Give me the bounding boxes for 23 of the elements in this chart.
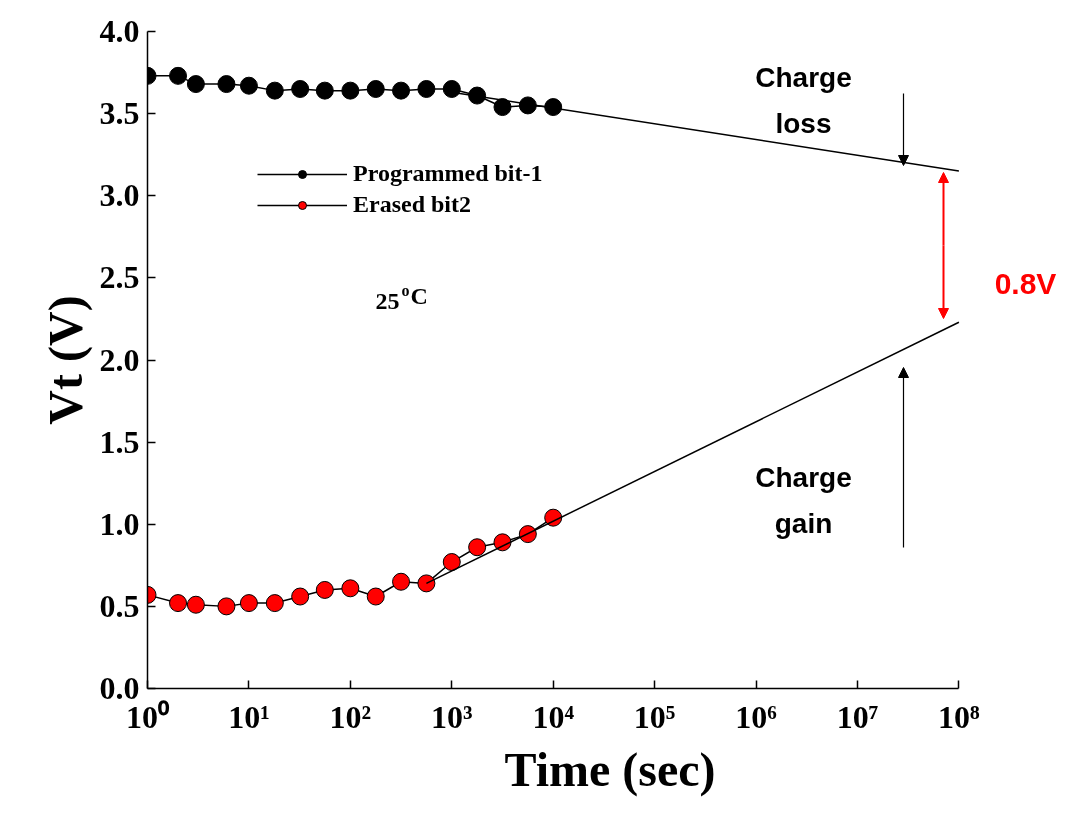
y-tick-label: 3.5 bbox=[99, 95, 140, 132]
x-tick-label: 10¹ bbox=[228, 698, 270, 735]
annotation: Charge gain bbox=[755, 461, 852, 540]
text: 0.8V bbox=[994, 267, 1057, 300]
x-tick-label: 10⁸ bbox=[938, 698, 981, 735]
y-tick-label: 4.0 bbox=[99, 13, 140, 49]
legend-label: Programmed bit-1 bbox=[353, 160, 543, 187]
y-tick-label: 2.5 bbox=[99, 259, 140, 296]
annotation: Charge loss bbox=[755, 61, 852, 140]
y-tick-label: 0.5 bbox=[99, 587, 140, 624]
x-tick-label: 10⁴ bbox=[532, 698, 575, 735]
x-tick-label: 10² bbox=[329, 698, 372, 735]
x-tick-label: 10⁶ bbox=[735, 698, 777, 735]
y-tick-label: 3.0 bbox=[99, 177, 140, 214]
x-tick-label: 10⁷ bbox=[836, 698, 879, 735]
x-axis-title: Time (sec) bbox=[504, 742, 716, 797]
y-tick-label: 2.0 bbox=[99, 341, 140, 378]
legend-label: Erased bit2 bbox=[353, 191, 472, 218]
y-tick-label: 1.5 bbox=[99, 423, 140, 460]
y-axis-title: Vt (V) bbox=[38, 295, 93, 425]
y-tick-label: 1.0 bbox=[99, 505, 140, 542]
x-tick-label: 10³ bbox=[430, 698, 473, 735]
x-tick-label: 10⁵ bbox=[633, 698, 676, 735]
